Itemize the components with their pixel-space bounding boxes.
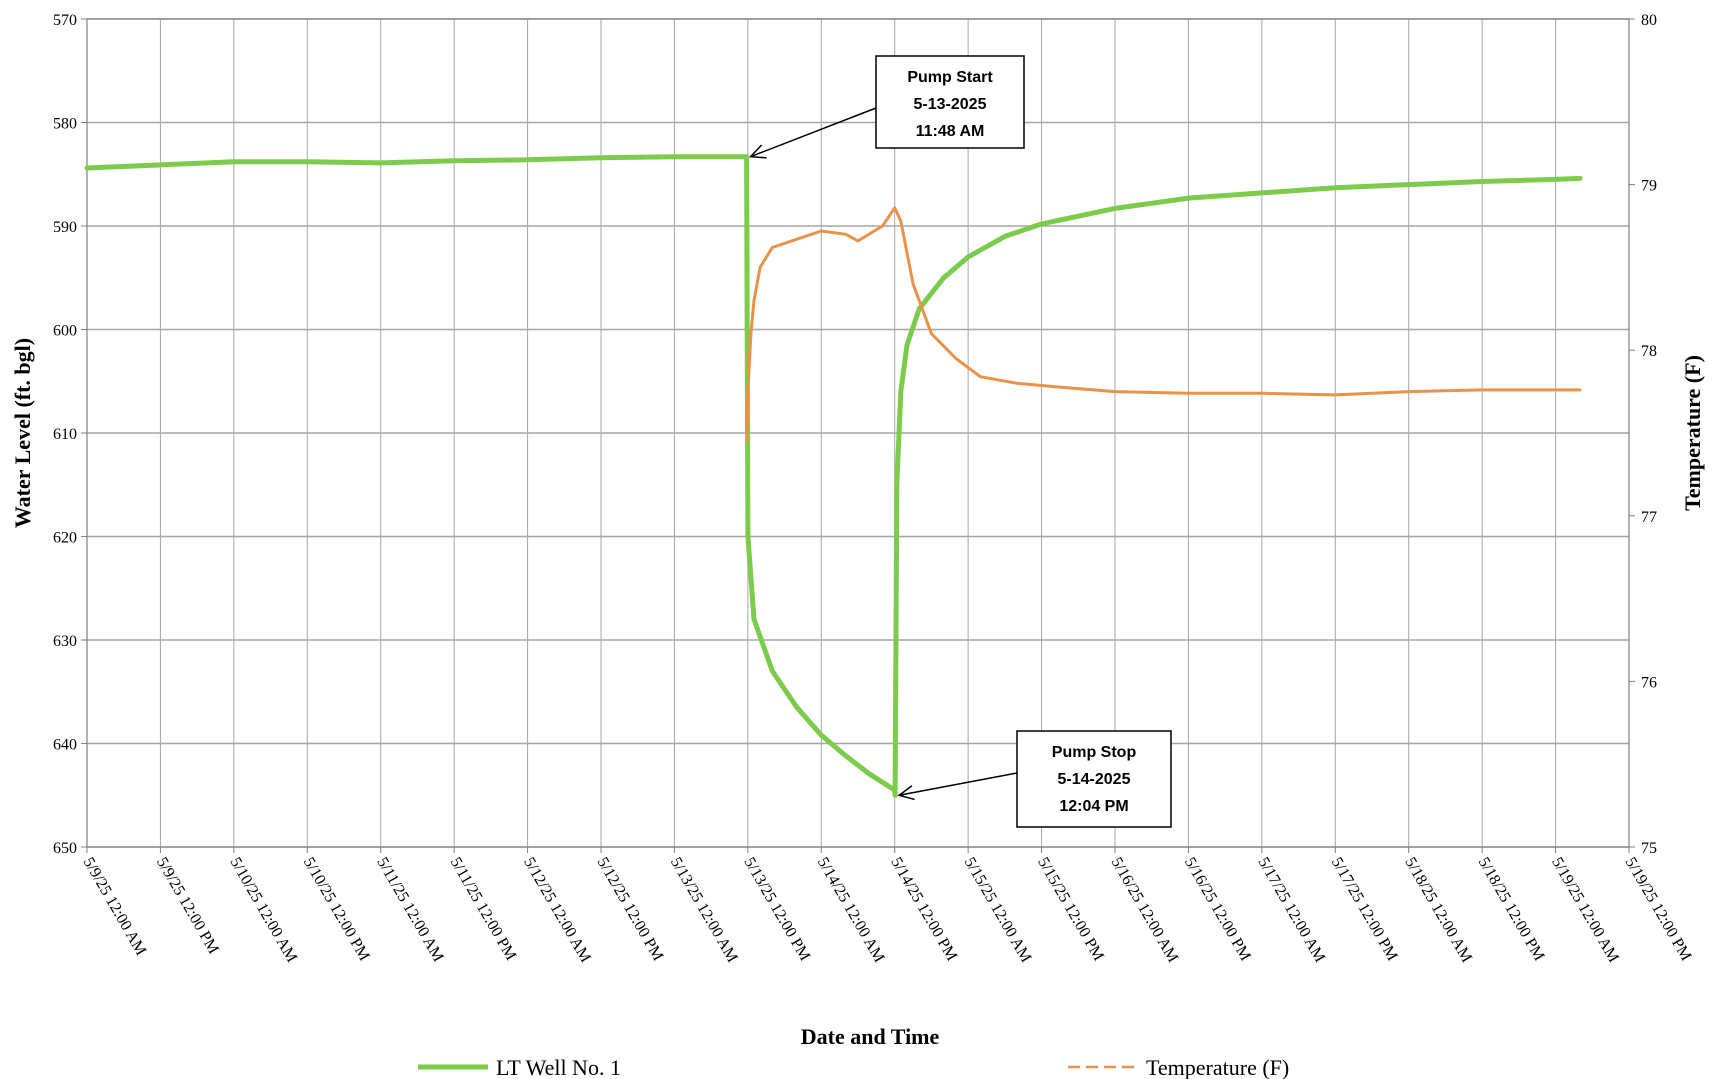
x-tick-label: 5/18/25 12:00 AM xyxy=(1401,855,1475,966)
annotation-box xyxy=(875,55,1025,149)
x-tick-label: 5/11/25 12:00 PM xyxy=(447,855,520,964)
x-tick-label: 5/19/25 12:00 AM xyxy=(1548,855,1622,966)
y-tick-label: 630 xyxy=(53,633,77,650)
x-tick-label: 5/14/25 12:00 PM xyxy=(887,855,960,964)
gridlines xyxy=(86,18,1630,848)
series-line-temperature xyxy=(745,206,1582,443)
legend: LT Well No. 1 Temperature (F) xyxy=(418,1055,1289,1079)
annotation-text: Pump Start xyxy=(907,69,993,86)
y2-tick-label: 75 xyxy=(1641,840,1657,857)
y-tick-label: 650 xyxy=(53,840,77,857)
annotation-text: 5-13-2025 xyxy=(914,96,987,113)
y2-tick-label: 80 xyxy=(1641,12,1657,29)
x-tick-label: 5/13/25 12:00 AM xyxy=(667,855,741,966)
axis-ticks: 570 580 590 600 610 620 630 640 650 75 76 77 78 79 80 5… xyxy=(53,12,1694,965)
x-tick-label: 5/16/25 12:00 AM xyxy=(1108,855,1182,966)
series-line-water-level xyxy=(84,154,1583,798)
x-tick-label: 5/9/25 12:00 PM xyxy=(153,855,222,957)
y-tick-label: 620 xyxy=(53,530,77,547)
y-tick-label: 610 xyxy=(53,426,77,443)
annotation-arrow xyxy=(898,772,1018,796)
annotation-text: 11:48 AM xyxy=(916,123,985,140)
x-tick-label: 5/17/25 12:00 AM xyxy=(1254,855,1328,966)
annotation-text: 5-14-2025 xyxy=(1058,771,1131,788)
y-tick-label: 590 xyxy=(53,219,77,236)
x-tick-label: 5/19/25 12:00 PM xyxy=(1622,855,1695,964)
annotation-arrowhead xyxy=(897,785,915,801)
x-tick-label: 5/15/25 12:00 AM xyxy=(961,855,1035,966)
y-tick-label: 570 xyxy=(53,12,77,29)
legend-label-temperature: Temperature (F) xyxy=(1146,1055,1289,1079)
annotation-text: 12:04 PM xyxy=(1059,798,1128,815)
x-tick-label: 5/12/25 12:00 AM xyxy=(520,855,594,966)
y-tick-label: 600 xyxy=(53,323,77,340)
x-tick-label: 5/12/25 12:00 PM xyxy=(594,855,667,964)
series-layer xyxy=(84,154,1583,798)
y-axis-title: Water Level (ft. bgl) xyxy=(10,338,35,528)
y-tick-label: 640 xyxy=(53,737,77,754)
y2-tick-label: 79 xyxy=(1641,178,1657,195)
x-tick-label: 5/17/25 12:00 PM xyxy=(1328,855,1401,964)
y2-tick-label: 76 xyxy=(1641,674,1657,691)
x-tick-label: 5/10/25 12:00 PM xyxy=(300,855,373,964)
x-tick-label: 5/15/25 12:00 PM xyxy=(1034,855,1107,964)
x-tick-label: 5/18/25 12:00 PM xyxy=(1475,855,1548,964)
annotation-arrowhead xyxy=(749,144,767,159)
x-tick-label: 5/9/25 12:00 AM xyxy=(80,855,150,959)
annotations: Pump Start 5-13-2025 11:48 AM Pump Stop 5-14… xyxy=(749,55,1172,828)
x-axis-title: Date and Time xyxy=(801,1024,940,1049)
annotation-box xyxy=(1016,730,1172,828)
y-tick-label: 580 xyxy=(53,116,77,133)
x-tick-label: 5/10/25 12:00 AM xyxy=(226,855,300,966)
x-tick-label: 5/13/25 12:00 PM xyxy=(740,855,813,964)
x-tick-label: 5/11/25 12:00 AM xyxy=(373,855,447,965)
x-tick-label: 5/14/25 12:00 AM xyxy=(814,855,888,966)
y2-tick-label: 77 xyxy=(1641,509,1657,526)
annotation-text: Pump Stop xyxy=(1052,744,1137,761)
x-tick-label: 5/16/25 12:00 PM xyxy=(1181,855,1254,964)
annotation-arrow xyxy=(750,107,877,158)
y2-axis-title: Temperature (F) xyxy=(1680,355,1705,511)
legend-label-water-level: LT Well No. 1 xyxy=(496,1055,621,1079)
y2-tick-label: 78 xyxy=(1641,343,1657,360)
